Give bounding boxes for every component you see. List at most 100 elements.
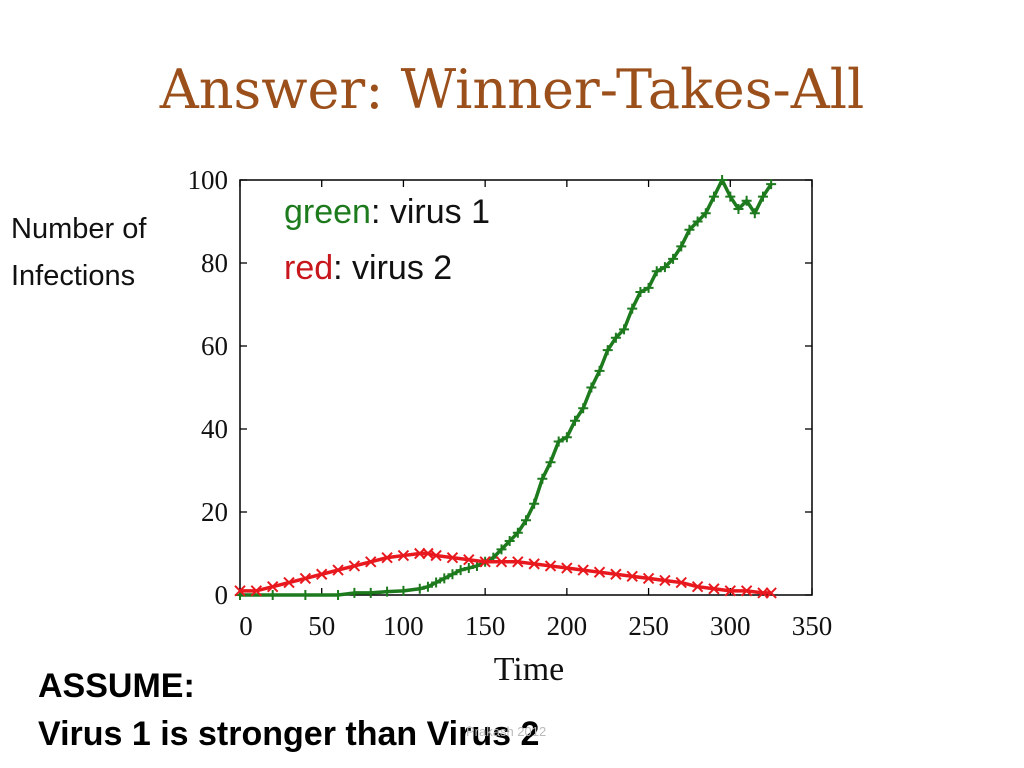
data-point-series-1 xyxy=(545,457,556,468)
x-tick-label: 50 xyxy=(308,611,335,641)
data-point-series-2 xyxy=(659,574,671,587)
slide-title: Answer: Winner-Takes-All xyxy=(159,58,865,121)
data-point-series-1 xyxy=(692,216,703,227)
data-point-series-1 xyxy=(725,191,736,202)
data-point-series-2 xyxy=(610,568,622,580)
data-point-series-2 xyxy=(642,572,655,585)
data-point-series-1 xyxy=(766,179,777,190)
data-point-series-2 xyxy=(675,576,687,589)
data-point-series-1 xyxy=(757,191,768,202)
data-point-series-2 xyxy=(724,585,736,597)
y-tick-label: 20 xyxy=(201,497,228,527)
data-point-series-2 xyxy=(463,554,475,566)
data-point-series-1 xyxy=(578,403,589,414)
x-tick-label: 350 xyxy=(792,611,833,641)
x-tick-label: 150 xyxy=(465,611,506,641)
data-point-series-1 xyxy=(365,587,376,598)
data-point-series-1 xyxy=(594,365,605,376)
data-point-series-1 xyxy=(676,241,687,252)
data-point-series-2 xyxy=(234,585,246,597)
data-point-series-1 xyxy=(537,473,548,484)
data-point-series-1 xyxy=(267,590,278,600)
data-point-series-1 xyxy=(553,436,564,447)
legend-item-virus2: red: virus 2 xyxy=(284,240,490,296)
data-point-series-1 xyxy=(610,332,621,343)
legend-item-virus1: green: virus 1 xyxy=(284,184,490,240)
data-point-series-1 xyxy=(749,208,760,219)
data-point-series-2 xyxy=(757,587,769,599)
data-point-series-1 xyxy=(700,208,711,219)
data-point-series-2 xyxy=(561,562,573,574)
data-point-series-1 xyxy=(439,573,450,584)
data-point-series-2 xyxy=(283,576,295,589)
x-tick-label: 100 xyxy=(383,611,424,641)
legend-key-green: green xyxy=(284,193,371,231)
data-point-series-1 xyxy=(586,382,597,393)
plot-frame xyxy=(239,179,813,596)
y-axis-label-line1: Number of xyxy=(11,213,147,245)
data-point-series-1 xyxy=(684,224,695,235)
x-tick-label: 250 xyxy=(628,611,669,641)
data-point-series-1 xyxy=(496,544,507,555)
data-point-series-2 xyxy=(381,551,393,564)
data-point-series-1 xyxy=(455,565,466,576)
data-point-series-2 xyxy=(544,560,557,572)
data-point-series-2 xyxy=(626,570,638,583)
data-point-series-1 xyxy=(504,536,515,547)
x-tick-label: 200 xyxy=(547,611,588,641)
data-point-series-1 xyxy=(431,577,442,588)
footer-credit: Prakash 2012 xyxy=(466,724,547,739)
data-point-series-2 xyxy=(332,564,344,576)
data-point-series-1 xyxy=(717,175,728,185)
data-point-series-1 xyxy=(512,527,523,538)
data-point-series-2 xyxy=(577,564,589,576)
data-point-series-1 xyxy=(422,581,433,592)
data-point-series-1 xyxy=(414,583,425,594)
data-point-series-2 xyxy=(593,566,606,578)
y-axis-label: Number of Infections xyxy=(11,206,146,300)
data-point-series-1 xyxy=(741,195,752,206)
data-point-series-1 xyxy=(602,345,613,356)
data-point-series-1 xyxy=(529,498,540,509)
data-point-series-2 xyxy=(365,556,377,568)
y-tick-label: 60 xyxy=(201,331,228,361)
data-point-series-1 xyxy=(521,515,531,526)
data-point-series-2 xyxy=(316,568,328,580)
data-point-series-1 xyxy=(463,563,474,574)
data-point-series-2 xyxy=(528,558,540,570)
data-point-series-2 xyxy=(512,556,524,568)
data-point-series-1 xyxy=(382,586,393,597)
legend-text-virus1: : virus 1 xyxy=(370,193,491,231)
data-point-series-1 xyxy=(619,324,630,335)
data-point-series-2 xyxy=(299,572,312,585)
data-point-series-2 xyxy=(348,560,361,572)
assumption-block: ASSUME: Virus 1 is stronger than Virus 2 xyxy=(38,662,539,758)
data-point-series-1 xyxy=(651,266,662,277)
data-point-series-1 xyxy=(398,585,409,596)
data-point-series-1 xyxy=(668,253,679,264)
data-point-series-2 xyxy=(422,547,434,560)
legend-text-virus2: : virus 2 xyxy=(333,249,453,287)
data-point-series-2 xyxy=(691,580,704,593)
y-tick-label: 0 xyxy=(215,580,229,610)
assume-heading: ASSUME: xyxy=(38,667,195,705)
data-point-series-2 xyxy=(765,587,777,599)
legend: green: virus 1 red: virus 2 xyxy=(284,184,490,296)
data-point-series-1 xyxy=(447,569,458,580)
data-point-series-2 xyxy=(495,556,508,568)
data-point-series-2 xyxy=(266,580,279,593)
y-axis-label-line2: Infections xyxy=(11,260,136,292)
data-point-series-1 xyxy=(627,303,638,314)
data-point-series-1 xyxy=(659,262,670,273)
data-point-series-1 xyxy=(300,590,311,600)
data-point-series-1 xyxy=(333,590,344,600)
data-point-series-2 xyxy=(414,547,426,560)
data-point-series-2 xyxy=(708,583,720,595)
series-line-1 xyxy=(240,178,773,597)
data-point-series-2 xyxy=(446,551,459,564)
x-tick-label: 0 xyxy=(239,611,253,641)
x-axis-label: Time xyxy=(494,651,565,688)
y-tick-label: 80 xyxy=(201,248,228,278)
data-point-series-1 xyxy=(733,204,744,215)
